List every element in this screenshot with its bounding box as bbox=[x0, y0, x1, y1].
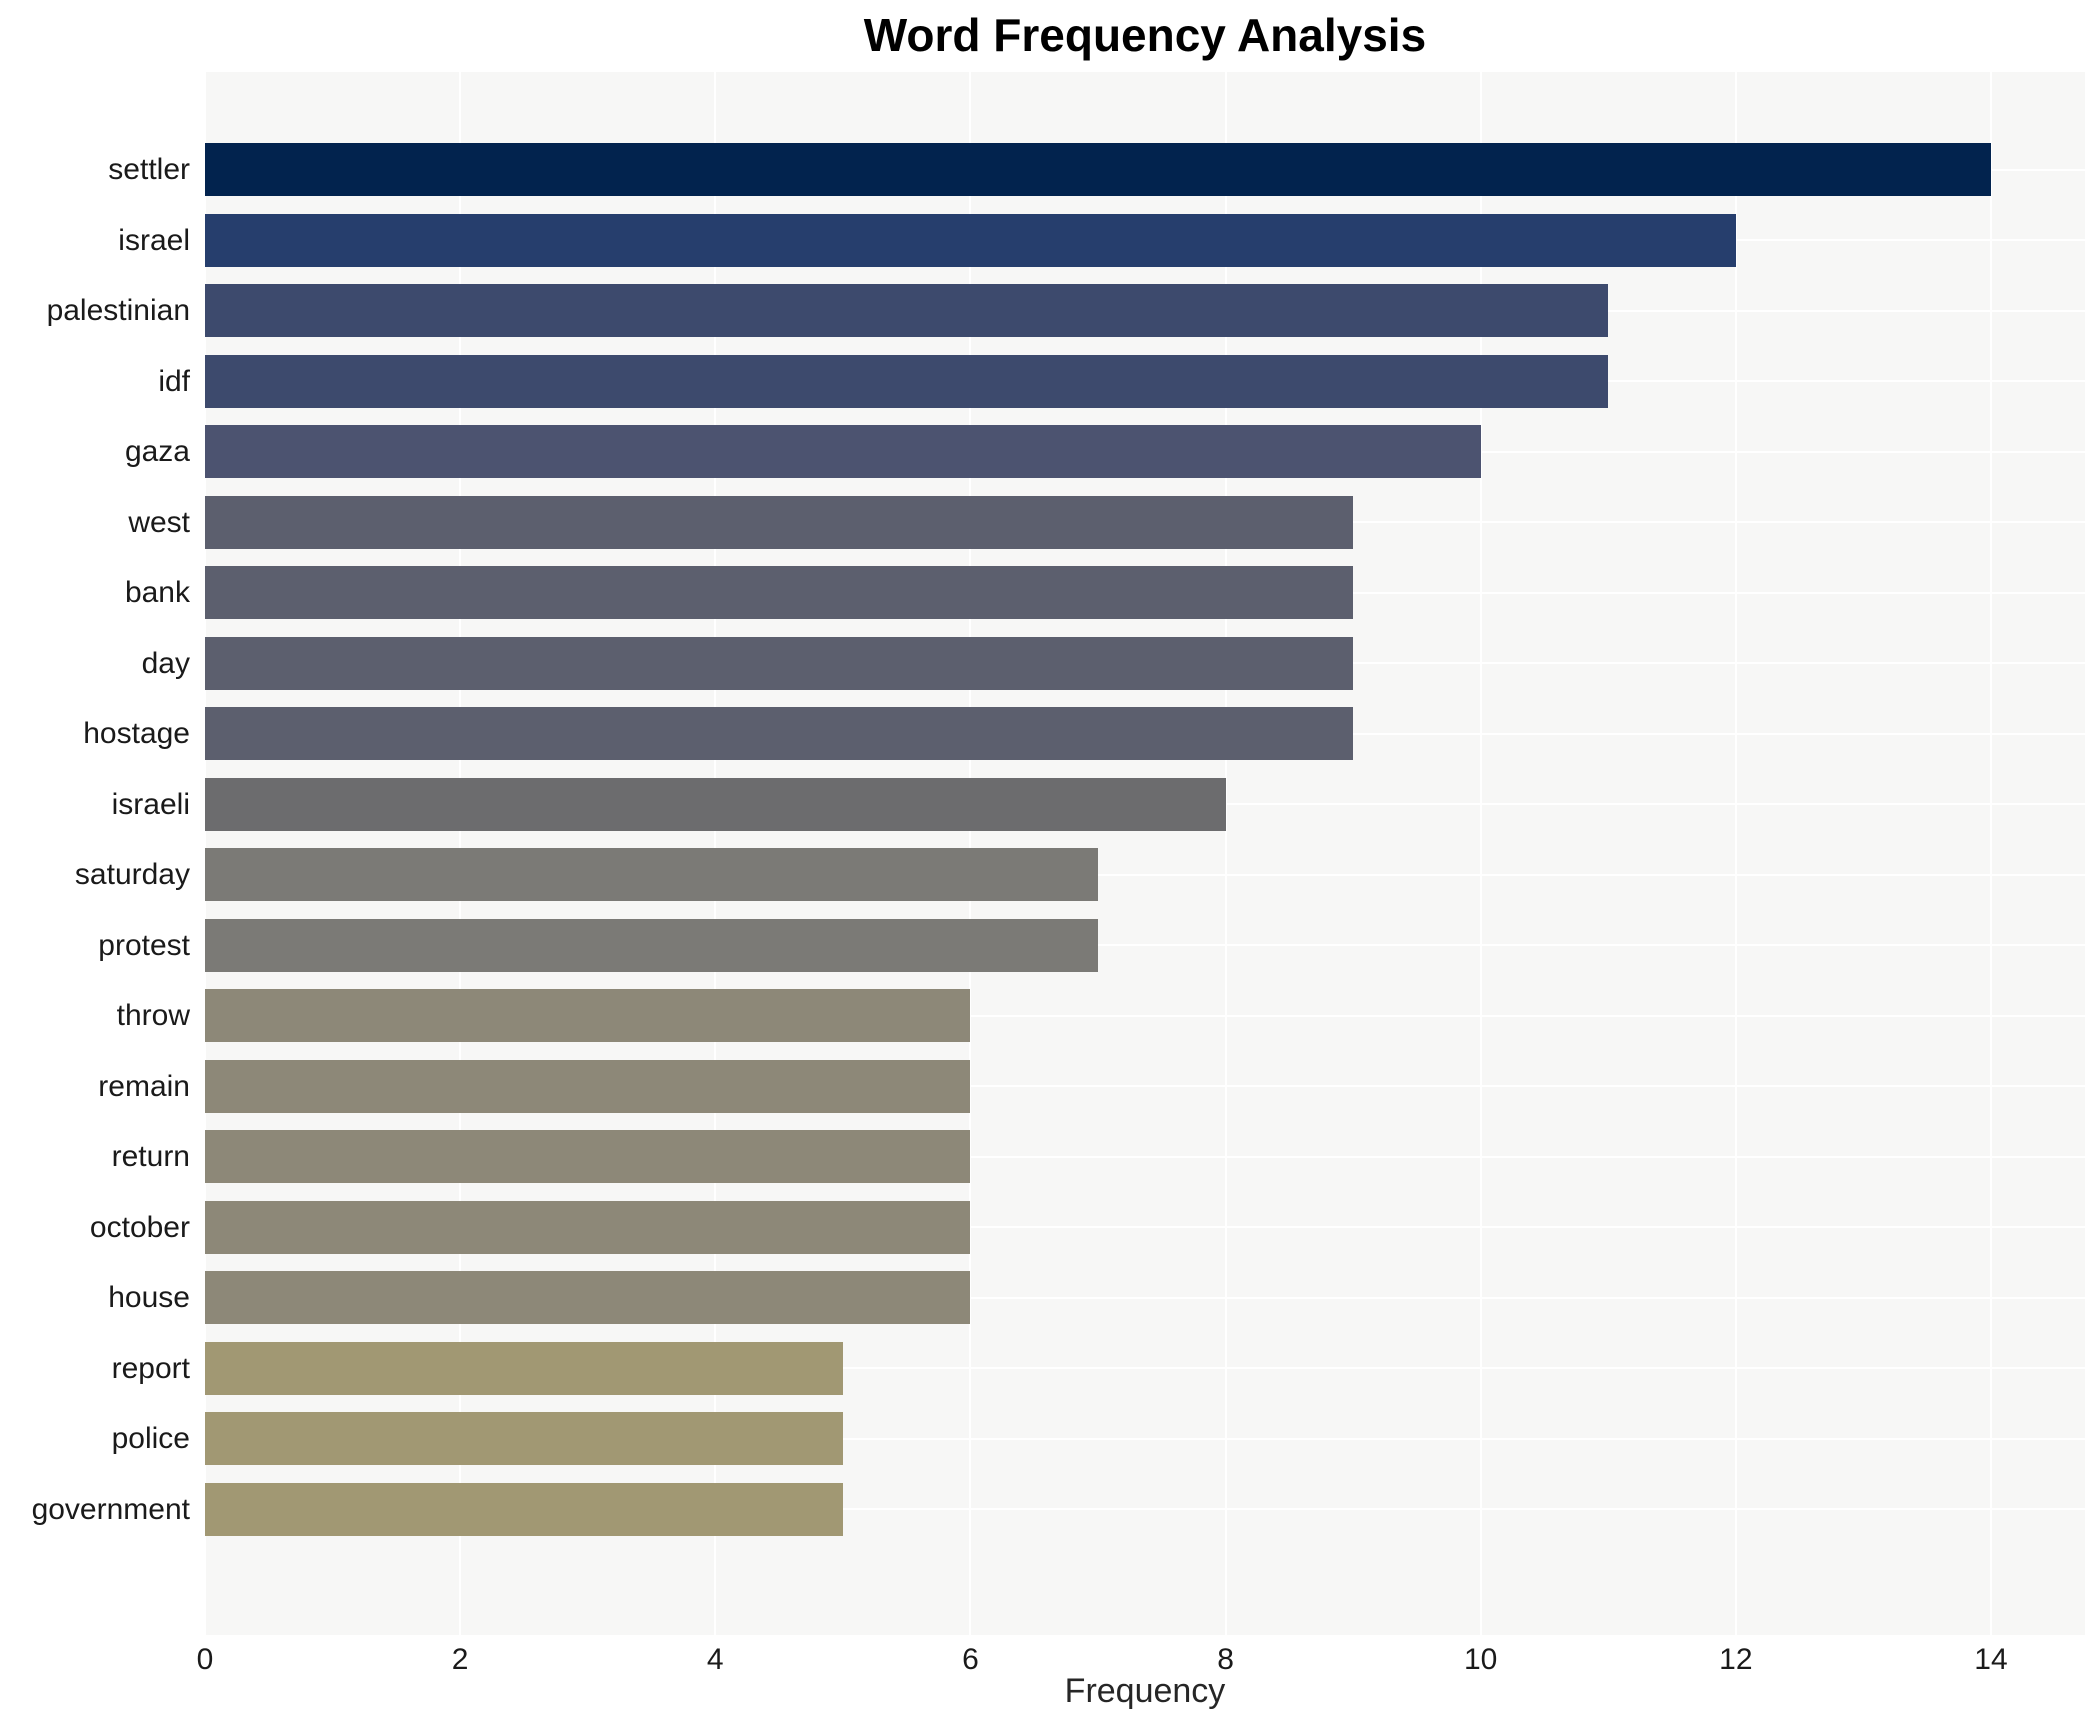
bar-hostage bbox=[205, 707, 1354, 760]
bar-bank bbox=[205, 566, 1354, 619]
ytick-label-remain: remain bbox=[98, 1069, 190, 1103]
ytick-label-west: west bbox=[128, 505, 190, 539]
horizontal-gridline-police bbox=[205, 1437, 2085, 1440]
ytick-label-settler: settler bbox=[108, 153, 190, 186]
plot-area bbox=[204, 72, 2085, 1635]
xtick-label-4: 4 bbox=[706, 1643, 724, 1676]
horizontal-gridline-government bbox=[205, 1508, 2085, 1510]
vertical-gridline-14 bbox=[1989, 72, 1992, 1635]
horizontal-gridline-saturday bbox=[205, 873, 2085, 876]
bar-october bbox=[205, 1200, 971, 1254]
ytick-label-idf: idf bbox=[158, 364, 190, 398]
xtick-label-14: 14 bbox=[1974, 1643, 2008, 1676]
bar-saturday bbox=[205, 848, 1098, 901]
bar-return bbox=[205, 1130, 971, 1183]
bar-government bbox=[205, 1482, 843, 1536]
ytick-label-october: october bbox=[89, 1210, 190, 1244]
ytick-label-return: return bbox=[111, 1140, 190, 1173]
bar-throw bbox=[205, 989, 971, 1042]
ytick-label-house: house bbox=[108, 1281, 190, 1314]
horizontal-gridline-protest bbox=[205, 944, 2085, 946]
horizontal-gridline-throw bbox=[205, 1014, 2085, 1017]
ytick-label-day: day bbox=[141, 646, 190, 680]
bar-protest bbox=[205, 918, 1098, 972]
bar-remain bbox=[205, 1059, 971, 1113]
xtick-label-12: 12 bbox=[1719, 1643, 1753, 1676]
bar-palestinian bbox=[205, 284, 1609, 337]
ytick-label-report: report bbox=[111, 1351, 190, 1385]
bar-idf bbox=[205, 354, 1609, 408]
xtick-label-0: 0 bbox=[196, 1643, 214, 1676]
horizontal-gridline-report bbox=[205, 1367, 2085, 1369]
bar-settler bbox=[205, 143, 1991, 196]
bar-report bbox=[205, 1341, 843, 1395]
vertical-gridline-12 bbox=[1734, 72, 1737, 1635]
x-axis-label: Frequency bbox=[1064, 1672, 1226, 1710]
vertical-gridline-10 bbox=[1479, 72, 1482, 1635]
bar-day bbox=[205, 636, 1354, 690]
ytick-label-israeli: israeli bbox=[111, 787, 190, 821]
bar-israeli bbox=[205, 777, 1226, 831]
ytick-label-hostage: hostage bbox=[83, 717, 190, 750]
xtick-label-6: 6 bbox=[962, 1643, 979, 1676]
horizontal-gridline-october bbox=[205, 1226, 2085, 1228]
horizontal-gridline-house bbox=[205, 1296, 2085, 1299]
ytick-label-gaza: gaza bbox=[124, 435, 190, 468]
horizontal-gridline-remain bbox=[205, 1085, 2085, 1087]
ytick-label-protest: protest bbox=[98, 928, 190, 962]
ytick-label-throw: throw bbox=[116, 999, 190, 1032]
ytick-label-palestinian: palestinian bbox=[46, 294, 190, 327]
bar-police bbox=[205, 1412, 843, 1465]
bar-israel bbox=[205, 213, 1736, 267]
ytick-label-government: government bbox=[31, 1492, 190, 1526]
xtick-label-2: 2 bbox=[451, 1643, 469, 1676]
xtick-label-10: 10 bbox=[1464, 1643, 1498, 1676]
horizontal-gridline-return bbox=[205, 1155, 2085, 1158]
bar-west bbox=[205, 495, 1354, 549]
chart-title: Word Frequency Analysis bbox=[863, 9, 1427, 61]
ytick-label-police: police bbox=[111, 1422, 190, 1455]
bar-gaza bbox=[205, 425, 1481, 478]
ytick-label-israel: israel bbox=[118, 223, 190, 257]
bar-house bbox=[205, 1271, 971, 1324]
ytick-label-saturday: saturday bbox=[74, 858, 190, 891]
vertical-gridline-8 bbox=[1224, 72, 1227, 1635]
ytick-label-bank: bank bbox=[124, 576, 190, 609]
xtick-label-8: 8 bbox=[1217, 1643, 1234, 1676]
